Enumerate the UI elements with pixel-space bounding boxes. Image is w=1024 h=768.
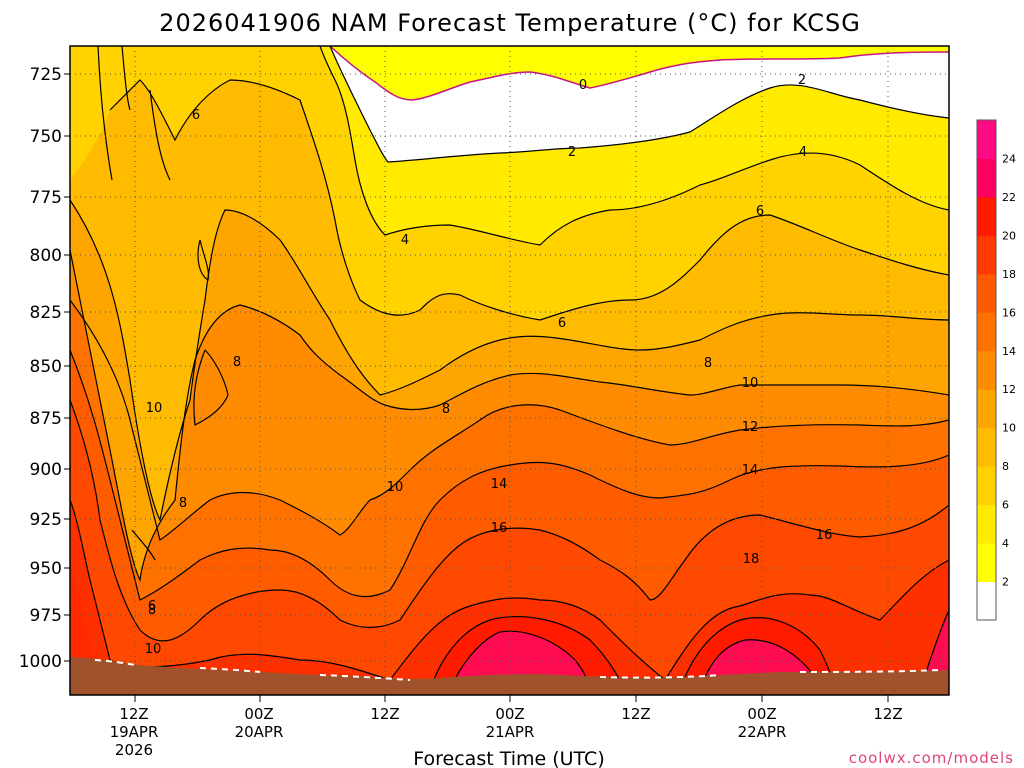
contour-10-line [70, 249, 949, 582]
colorbar-swatch [977, 235, 996, 275]
colorbar-swatch [977, 120, 996, 159]
x-tick-time: 12Z [621, 705, 650, 723]
contour-label: 18 [743, 552, 760, 567]
contour-label: 4 [799, 145, 807, 160]
contour-label: 14 [742, 463, 759, 478]
contour-detail-left [97, 46, 229, 561]
contour-label: 4 [401, 233, 409, 248]
colorbar-frame [976, 119, 997, 621]
contour-12-line [70, 299, 949, 541]
credit-text: coolwx.com/models [849, 749, 1014, 767]
colorbar-swatch [977, 543, 996, 583]
contour-label-layer: 0 2 2 4 4 6 6 6 6 8 8 8 8 8 10 10 10 10 … [145, 73, 833, 657]
contour-label: 8 [704, 356, 712, 371]
x-tick-time: 12Z [873, 705, 902, 723]
contour-0-line [329, 46, 949, 101]
band-below-0 [330, 46, 949, 162]
y-tick-label: 750 [30, 127, 62, 147]
contour-label: 10 [742, 376, 759, 391]
colorbar-tick-label: 16 [1002, 306, 1016, 319]
x-tick-date: 21APR [486, 723, 535, 741]
colorbar-tick-label: 22 [1002, 191, 1016, 204]
contour-14-line [70, 349, 949, 601]
contour-label: 8 [179, 496, 187, 511]
contour-label: 2 [568, 145, 576, 160]
x-tick-time: 00Z [244, 705, 273, 723]
x-tick-date: 19APR [110, 723, 159, 741]
x-tick-year: 2026 [115, 741, 153, 759]
colorbar-swatch [977, 427, 996, 467]
colorbar-swatch [977, 312, 996, 352]
y-tick-label: 850 [30, 357, 62, 377]
contour-label: 6 [148, 599, 156, 614]
chart-title: 2026041906 NAM Forecast Temperature (°C)… [159, 9, 861, 37]
y-tick-label: 900 [30, 460, 62, 480]
y-tick-label: 1000 [19, 652, 62, 672]
y-tick-label: 725 [30, 65, 62, 85]
contour-label: 16 [816, 528, 833, 543]
contour-label: 16 [491, 521, 508, 536]
contour-16-line [70, 399, 949, 642]
contour-label: 0 [579, 78, 587, 93]
x-tick-time: 12Z [370, 705, 399, 723]
x-tick-date: 22APR [738, 723, 787, 741]
x-tick-time: 00Z [495, 705, 524, 723]
colorbar-swatch [977, 389, 996, 429]
contour-label: 6 [192, 108, 200, 123]
x-tick-time: 00Z [747, 705, 776, 723]
y-axis: 725 750 775 800 825 850 875 900 925 950 … [19, 65, 70, 672]
colorbar-tick-label: 18 [1002, 268, 1016, 281]
ground-edge [94, 659, 941, 681]
y-tick-label: 925 [30, 510, 62, 530]
colorbar-swatch [977, 504, 996, 544]
contour-label: 10 [145, 642, 162, 657]
ground-terrain [70, 657, 949, 695]
contour-label: 10 [146, 401, 163, 416]
colorbar-swatch [977, 581, 996, 621]
colorbar-tick-label: 20 [1002, 229, 1016, 242]
x-tick-time: 12Z [119, 705, 148, 723]
contour-label: 8 [233, 355, 241, 370]
colorbar-swatch [977, 273, 996, 313]
y-tick-label: 775 [30, 188, 62, 208]
colorbar-tick-label: 14 [1002, 345, 1016, 358]
contour-label: 6 [756, 204, 764, 219]
contour-4-line [319, 46, 949, 246]
contour-label: 14 [491, 477, 508, 492]
contour-label: 12 [742, 420, 759, 435]
grid-lines [70, 46, 949, 695]
contour-2-line [329, 46, 949, 163]
y-tick-label: 975 [30, 606, 62, 626]
contour-6-line [109, 79, 949, 321]
contour-label: 10 [387, 480, 404, 495]
colorbar-tick-label: 12 [1002, 383, 1016, 396]
x-axis-label: Forecast Time (UTC) [413, 748, 604, 768]
colorbar-tick-label: 8 [1002, 460, 1009, 473]
y-tick-label: 800 [30, 246, 62, 266]
contour-label: 8 [442, 402, 450, 417]
colorbar-tick-label: 10 [1002, 422, 1016, 435]
x-axis: 12Z 19APR 2026 00Z 20APR 12Z 00Z 21APR 1… [110, 695, 903, 759]
colorbar-tick-label: 4 [1002, 537, 1009, 550]
colorbar-swatch [977, 350, 996, 390]
contour-label: 2 [798, 73, 806, 88]
contour-label: 8 [148, 603, 156, 618]
colorbar-swatch [977, 196, 996, 236]
y-tick-label: 875 [30, 409, 62, 429]
colorbar-swatch [977, 158, 996, 198]
y-tick-label: 950 [30, 559, 62, 579]
contour-8-line [70, 199, 949, 522]
contour-label: 6 [558, 316, 566, 331]
y-tick-label: 825 [30, 303, 62, 323]
colorbar-swatch [977, 466, 996, 506]
x-tick-date: 20APR [235, 723, 284, 741]
colorbar-tick-label: 24 [1002, 152, 1016, 165]
colorbar-tick-label: 2 [1002, 576, 1009, 589]
colorbar-tick-label: 6 [1002, 499, 1009, 512]
